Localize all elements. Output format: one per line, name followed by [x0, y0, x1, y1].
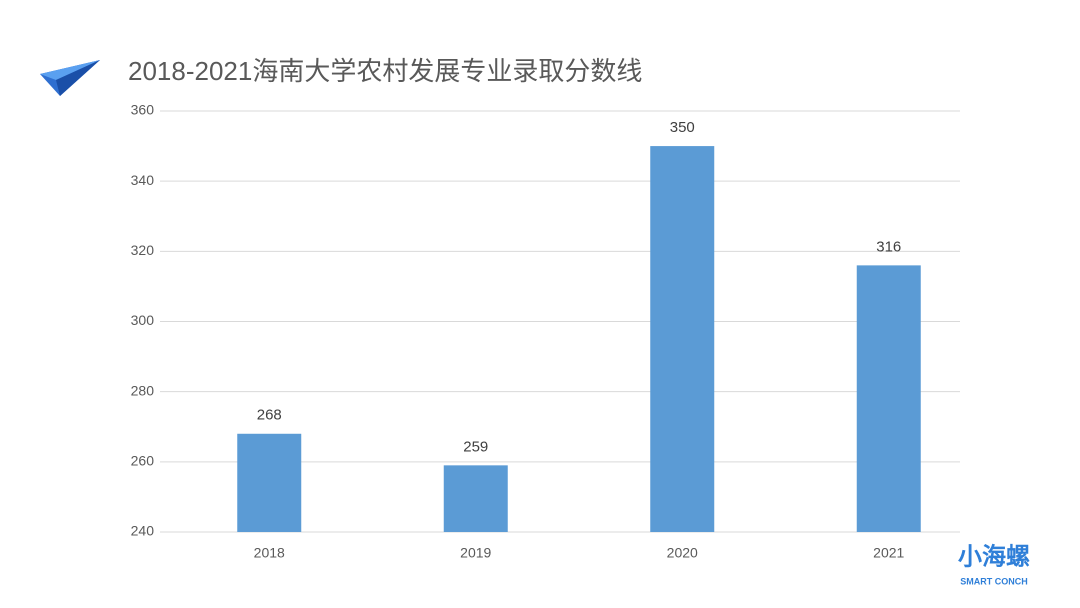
x-tick-label: 2021 — [873, 545, 904, 561]
logo-text: 小海螺 — [958, 542, 1030, 570]
y-tick-label: 360 — [131, 102, 155, 118]
paper-plane-icon — [40, 60, 100, 96]
y-tick-label: 300 — [131, 312, 155, 328]
bar — [443, 465, 508, 532]
data-label: 259 — [463, 438, 488, 455]
x-tick-label: 2020 — [667, 545, 698, 561]
y-tick-label: 280 — [131, 382, 155, 398]
x-tick-label: 2018 — [254, 545, 285, 561]
x-tick-label: 2019 — [460, 545, 491, 561]
data-label: 316 — [876, 238, 901, 255]
y-tick-label: 340 — [131, 172, 155, 188]
y-tick-label: 240 — [131, 523, 155, 539]
chart-title: 2018-2021海南大学农村发展专业录取分数线 — [128, 56, 642, 86]
data-label: 268 — [257, 407, 282, 424]
bar — [856, 265, 921, 532]
data-label: 350 — [670, 119, 695, 136]
logo-subtext: SMART CONCH — [960, 576, 1028, 586]
bar — [237, 433, 302, 532]
y-tick-label: 320 — [131, 242, 155, 258]
bar — [650, 146, 715, 533]
y-tick-label: 260 — [131, 453, 155, 469]
